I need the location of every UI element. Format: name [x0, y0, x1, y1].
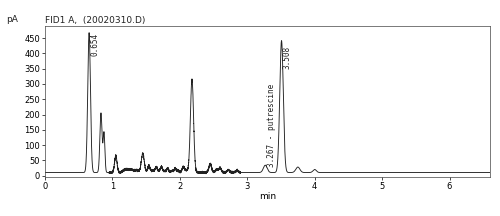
Text: FID1 A,  (20020310.D): FID1 A, (20020310.D)	[45, 16, 146, 25]
Text: 3.267 - putrescine: 3.267 - putrescine	[266, 84, 276, 167]
X-axis label: min: min	[259, 192, 276, 201]
Text: pA: pA	[6, 15, 18, 24]
Text: 0.654: 0.654	[90, 33, 100, 56]
Text: 3.508: 3.508	[283, 46, 292, 69]
